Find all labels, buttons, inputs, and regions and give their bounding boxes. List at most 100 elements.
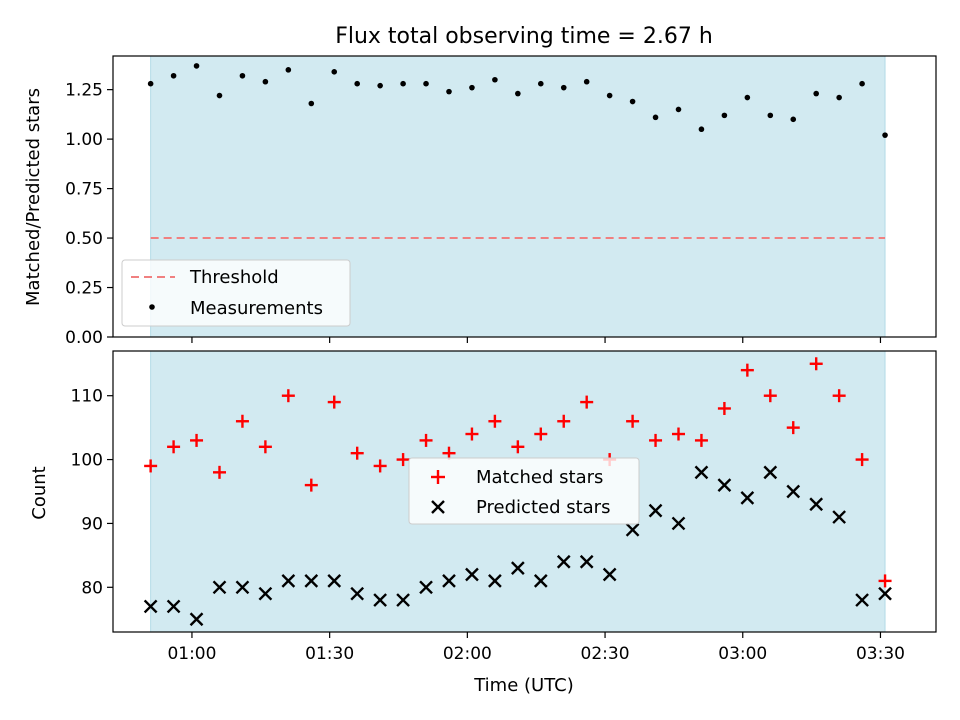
measurement-point xyxy=(147,80,154,87)
measurement-point xyxy=(583,78,590,85)
bottom-x-tick-label: 01:00 xyxy=(167,644,216,664)
bottom-y-axis-label: Count xyxy=(29,466,50,519)
predicted-point xyxy=(396,593,410,607)
bottom-y-tick-label: 100 xyxy=(71,451,103,471)
top-panel: 0.00 0.25 0.50 0.75 1.00 1.25 Matched/Predict… xyxy=(23,55,937,348)
measurement-point xyxy=(170,72,177,79)
top-legend-box xyxy=(121,259,351,327)
matched-point xyxy=(212,465,226,479)
bottom-x-tick-label: 03:00 xyxy=(718,644,767,664)
predicted-point xyxy=(855,593,869,607)
legend-matched-label: Matched stars xyxy=(476,467,603,488)
top-plot-frame xyxy=(112,55,937,338)
top-legend: Threshold Measurements xyxy=(121,259,351,327)
matched-point xyxy=(786,421,800,435)
predicted-point xyxy=(143,599,158,614)
measurement-point xyxy=(560,84,567,91)
bottom-x-tick-label: 03:30 xyxy=(856,644,905,664)
matched-point xyxy=(281,389,295,403)
top-y-tick-label: 1.25 xyxy=(65,81,103,101)
bottom-x-tick-label: 02:30 xyxy=(581,644,630,664)
legend-measurements-label: Measurements xyxy=(190,298,323,319)
matched-point xyxy=(465,427,479,441)
predicted-point xyxy=(740,491,755,505)
predicted-point xyxy=(166,599,181,614)
predicted-point xyxy=(281,574,296,588)
predicted-stars-series xyxy=(143,465,892,627)
predicted-point xyxy=(327,574,342,588)
matched-point xyxy=(717,401,731,415)
measurement-point xyxy=(285,67,292,73)
top-y-tick-label: 1.00 xyxy=(65,130,103,150)
predicted-point xyxy=(465,567,479,582)
legend-predicted-label: Predicted stars xyxy=(476,497,610,518)
legend-predicted-swatch xyxy=(431,500,445,514)
top-y-tick-label: 0.00 xyxy=(65,328,103,348)
predicted-point xyxy=(510,561,525,575)
predicted-point xyxy=(304,574,319,588)
bottom-x-tick-label: 02:00 xyxy=(443,644,492,664)
bottom-y-ticks: 80 90 100 110 xyxy=(71,387,113,598)
legend-measurements-swatch xyxy=(149,304,155,310)
bottom-y-tick-label: 110 xyxy=(71,387,103,407)
measurements-series xyxy=(147,63,888,138)
measurement-point xyxy=(354,80,360,87)
bottom-legend-box xyxy=(408,457,640,525)
measurement-point xyxy=(767,112,774,119)
bottom-x-axis-label: Time (UTC) xyxy=(473,675,574,696)
predicted-point xyxy=(556,554,571,569)
predicted-point xyxy=(373,593,387,607)
matched-point xyxy=(855,453,869,467)
measurement-point xyxy=(537,80,544,87)
measurement-point xyxy=(629,98,636,105)
matched-point xyxy=(649,433,663,447)
predicted-point xyxy=(809,497,824,512)
predicted-point xyxy=(717,478,732,492)
matched-point xyxy=(580,395,594,409)
predicted-point xyxy=(671,516,686,531)
predicted-point xyxy=(419,580,433,595)
matched-point xyxy=(258,440,272,454)
matched-point xyxy=(488,414,502,428)
matched-point xyxy=(809,357,823,371)
predicted-point xyxy=(235,580,250,595)
legend-matched-swatch xyxy=(431,470,445,484)
measurement-point xyxy=(698,126,705,133)
top-y-tick-label: 0.25 xyxy=(65,279,103,299)
measurement-point xyxy=(652,114,659,121)
predicted-point xyxy=(832,510,846,524)
measurement-point xyxy=(423,80,429,87)
top-y-axis-label: Matched/Predicted stars xyxy=(23,88,44,306)
predicted-point xyxy=(878,586,892,601)
bottom-legend: Matched stars Predicted stars xyxy=(408,457,640,525)
measurement-point xyxy=(262,78,269,85)
top-y-tick-label: 0.50 xyxy=(65,229,103,249)
bottom-plot-frame xyxy=(112,350,937,633)
predicted-point xyxy=(602,567,617,582)
matched-point xyxy=(304,478,318,492)
matched-point xyxy=(763,389,777,403)
matched-point xyxy=(419,433,433,447)
measurement-point xyxy=(239,72,246,79)
matched-point xyxy=(350,446,364,460)
measurement-point xyxy=(377,82,383,89)
matched-point xyxy=(557,414,571,428)
predicted-point xyxy=(625,522,640,537)
matched-point xyxy=(235,414,249,428)
predicted-point xyxy=(258,586,273,601)
measurement-point xyxy=(882,132,888,138)
measurement-point xyxy=(790,116,797,123)
predicted-point xyxy=(533,574,548,588)
measurement-point xyxy=(446,88,452,95)
bottom-y-tick-label: 80 xyxy=(81,578,103,598)
measurement-point xyxy=(469,84,475,91)
predicted-point xyxy=(189,612,204,627)
legend-threshold-label: Threshold xyxy=(189,267,279,288)
matched-point xyxy=(832,389,846,403)
measurement-point xyxy=(515,90,521,97)
measurement-point xyxy=(744,94,751,101)
matched-point xyxy=(626,414,640,428)
matched-point xyxy=(740,363,754,377)
measurement-point xyxy=(813,90,819,97)
